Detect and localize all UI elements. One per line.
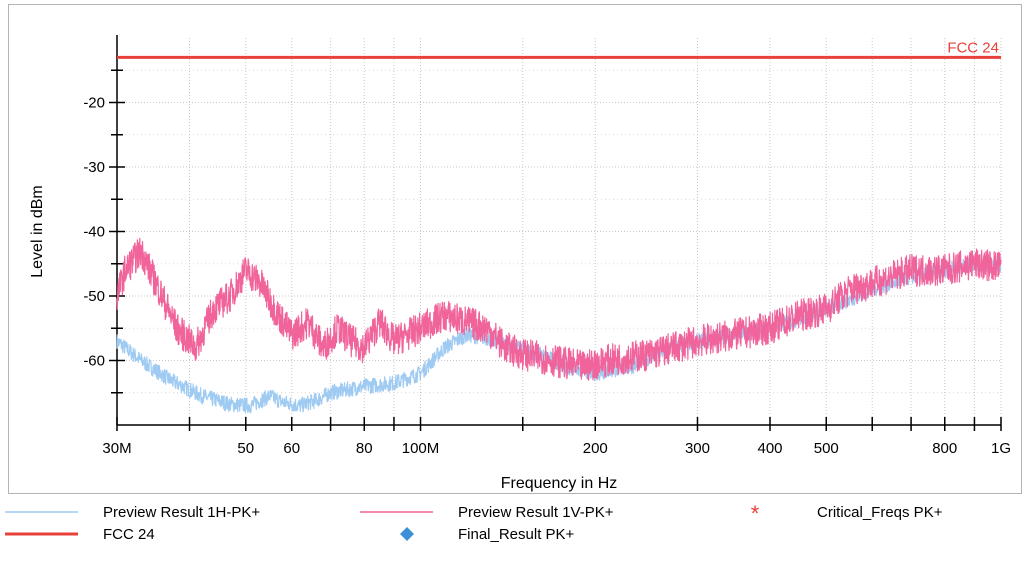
legend-label: Preview Result 1V-PK+ [458,504,614,521]
chart-legend: Preview Result 1H-PK+ Preview Result 1V-P… [5,501,943,543]
legend-item: Preview Result 1H-PK+ [5,504,260,521]
legend-label: Preview Result 1H-PK+ [103,504,260,521]
legend-label: Final_Result PK+ [458,526,575,543]
legend-label: Critical_Freqs PK+ [817,504,943,521]
emc-level-chart: -20 -30 -40 -50 -60 30M 50 60 80 100M 200 300 400 500… [29,35,1011,492]
x-tick-label: 30M [102,440,131,457]
x-tick-label: 800 [932,440,957,457]
asterisk-marker-icon: * [751,501,760,526]
legend-label: FCC 24 [103,526,155,543]
legend-item: * Critical_Freqs PK+ [751,501,943,526]
legend-item: Final_Result PK+ [400,526,575,543]
y-tick-label: -20 [83,95,105,112]
y-tick-label: -40 [83,224,105,241]
x-tick-label: 400 [757,440,782,457]
x-tick-label: 500 [814,440,839,457]
x-tick-label: 80 [356,440,373,457]
x-tick-label: 100M [402,440,440,457]
x-axis-title: Frequency in Hz [501,475,618,492]
y-tick-label: -30 [83,159,105,176]
y-tick-label: -50 [83,288,105,305]
y-tick-label: -60 [83,353,105,370]
x-tick-label: 200 [583,440,608,457]
x-tick-label: 50 [237,440,254,457]
series-line-1 [116,237,1002,381]
y-axis-title: Level in dBm [29,185,46,278]
legend-item: FCC 24 [5,526,155,543]
x-tick-label: 60 [283,440,300,457]
x-tick-label: 1G [991,440,1011,457]
legend-item: Preview Result 1V-PK+ [360,504,614,521]
x-tick-label: 300 [685,440,710,457]
chart-frame: -20 -30 -40 -50 -60 30M 50 60 80 100M 200 300 400 500… [8,4,1022,494]
limit-annotation: FCC 24 [947,39,999,56]
diamond-marker-icon [400,527,414,541]
